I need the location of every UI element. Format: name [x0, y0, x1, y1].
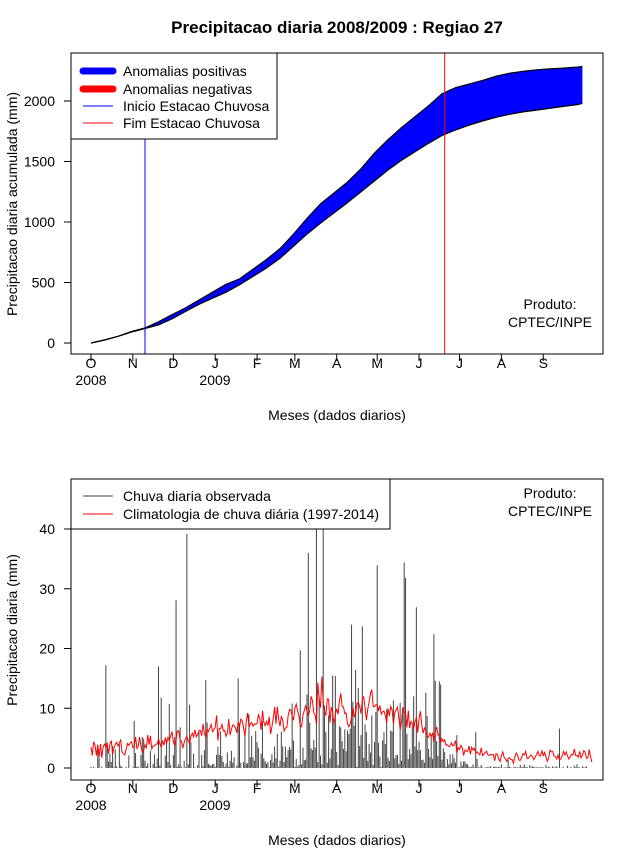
x-axis-label-bottom: Meses (dados diarios): [268, 832, 406, 848]
y-axis-top: 0 500 1000 1500 2000: [24, 93, 72, 351]
y-tick-label-bottom: 0: [47, 760, 55, 776]
climatology-daily-line: [90, 676, 593, 766]
legend-label-positive: Anomalias positivas: [123, 63, 247, 79]
y-tick-label-top: 2000: [24, 93, 55, 109]
y-tick-label-bottom: 40: [39, 521, 55, 537]
month-label-top: J: [456, 355, 463, 371]
daily-precipitation-chart: 0 10 20 30 40 O N D J F M A M J J A S Precipitacao diar…: [4, 478, 604, 848]
legend-top: Anomalias positivas Anomalias negativas …: [70, 52, 278, 140]
y-tick-label-top: 1500: [24, 154, 55, 170]
product-org-top: CPTEC/INPE: [508, 314, 592, 330]
y-tick-label-bottom: 10: [39, 700, 55, 716]
year-label-2008-top: 2008: [75, 372, 106, 388]
year-label-2009-top: 2009: [199, 372, 230, 388]
month-label-top: A: [497, 355, 507, 371]
observed-cumulative-line: [90, 65, 583, 344]
month-label-bottom: M: [289, 780, 301, 796]
y-tick-label-top: 500: [32, 275, 56, 291]
month-label-bottom: J: [456, 780, 463, 796]
y-axis-label-bottom: Precipitacao diaria (mm): [4, 554, 20, 706]
month-label-bottom: F: [253, 780, 262, 796]
daily-data-layer: [90, 529, 593, 768]
month-label-top: D: [168, 355, 178, 371]
chart-title: Precipitacao diaria 2008/2009 : Regiao 2…: [171, 18, 503, 37]
month-label-bottom: M: [371, 780, 383, 796]
legend-bottom: Chuva diaria observada Climatologia de c…: [70, 478, 391, 530]
legend-box-top: [70, 52, 278, 140]
legend-label-observed: Chuva diaria observada: [123, 488, 271, 504]
month-label-bottom: D: [168, 780, 178, 796]
month-label-top: M: [371, 355, 383, 371]
month-label-bottom: J: [212, 780, 219, 796]
product-org-bottom: CPTEC/INPE: [508, 503, 592, 519]
month-label-top: F: [253, 355, 262, 371]
month-label-bottom: A: [332, 780, 342, 796]
month-label-top: N: [128, 355, 138, 371]
year-label-2009-bottom: 2009: [199, 797, 230, 813]
y-tick-label-top: 1000: [24, 214, 55, 230]
month-label-top: O: [86, 355, 97, 371]
legend-label-negative: Anomalias negativas: [123, 81, 252, 97]
x-axis-label-top: Meses (dados diarios): [268, 407, 406, 423]
month-label-top: M: [289, 355, 301, 371]
month-label-top: J: [212, 355, 219, 371]
product-label-top: Produto:: [524, 296, 577, 312]
y-tick-label-bottom: 30: [39, 581, 55, 597]
climatology-cumulative-line: [90, 102, 583, 344]
cumulative-precipitation-chart: 0 500 1000 1500 2000 O N D J F M A M J J A S Precipitac…: [4, 52, 604, 423]
month-label-top: S: [539, 355, 548, 371]
legend-box-bottom: [70, 478, 391, 530]
month-label-bottom: S: [539, 780, 548, 796]
month-label-bottom: O: [86, 780, 97, 796]
positive-anomaly-band: [91, 66, 583, 343]
month-label-top: A: [332, 355, 342, 371]
y-axis-bottom: 0 10 20 30 40: [39, 521, 72, 776]
month-label-top: J: [416, 355, 423, 371]
legend-label-climatology: Climatologia de chuva diária (1997-2014): [123, 506, 379, 522]
legend-label-season-end: Fim Estacao Chuvosa: [123, 115, 260, 131]
y-tick-label-bottom: 20: [39, 641, 55, 657]
month-label-bottom: N: [128, 780, 138, 796]
month-label-bottom: A: [497, 780, 507, 796]
year-label-2008-bottom: 2008: [75, 797, 106, 813]
legend-label-season-start: Inicio Estacao Chuvosa: [123, 98, 270, 114]
product-label-bottom: Produto:: [524, 485, 577, 501]
y-tick-label-top: 0: [47, 335, 55, 351]
y-axis-label-top: Precipitacao diaria acumulada (mm): [4, 92, 20, 316]
month-label-bottom: J: [416, 780, 423, 796]
